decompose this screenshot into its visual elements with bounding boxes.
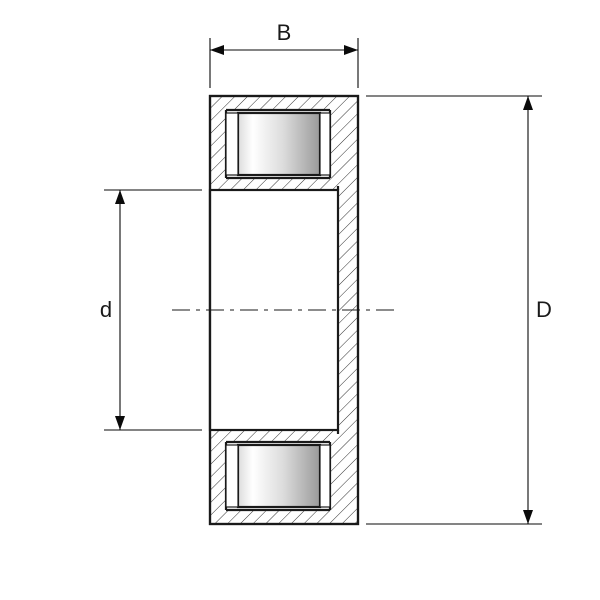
label-D: D xyxy=(536,297,552,322)
dimension-B: B xyxy=(210,20,358,88)
label-B: B xyxy=(277,20,292,45)
roller-bottom xyxy=(226,442,330,510)
roller-top xyxy=(226,110,330,178)
label-d: d xyxy=(100,297,112,322)
